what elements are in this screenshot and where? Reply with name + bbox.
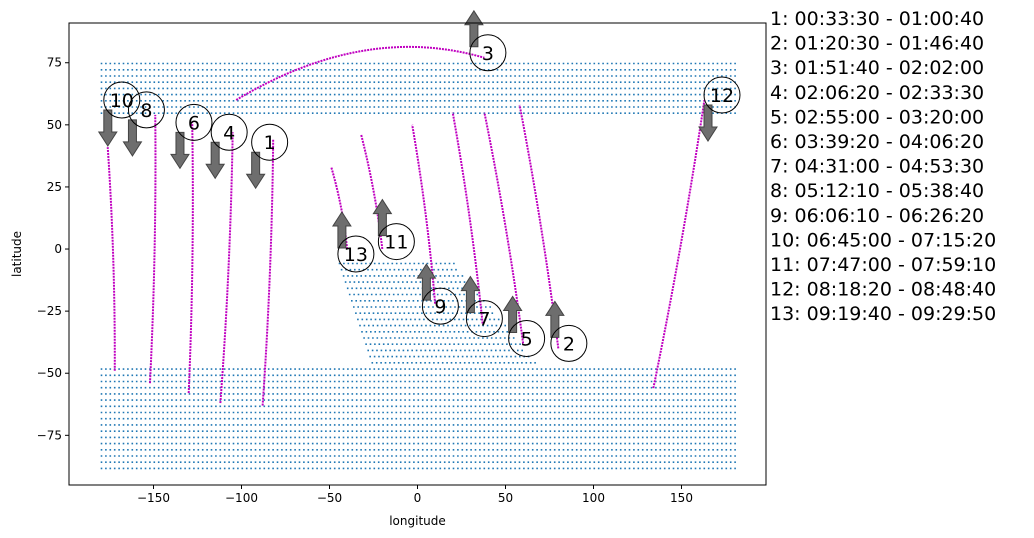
arrows-layer	[97, 9, 718, 338]
y-tick-label: −25	[37, 304, 62, 318]
direction-arrow-3	[463, 9, 484, 48]
legend-entry: 1: 00:33:30 - 01:00:40	[770, 8, 984, 30]
direction-arrow-5	[502, 295, 523, 333]
direction-arrow-12	[698, 104, 718, 142]
marker-circle-8	[127, 91, 165, 129]
legend-entry: 2: 01:20:30 - 01:46:40	[770, 33, 984, 55]
marker-circle-1	[251, 123, 289, 161]
x-axis-label: longitude	[389, 514, 446, 528]
x-tick-label: 50	[498, 491, 513, 505]
y-tick-label: 25	[47, 180, 62, 194]
direction-arrow-6	[170, 131, 190, 170]
legend-entry: 10: 06:45:00 - 07:15:20	[770, 229, 996, 251]
legend-entry: 3: 01:51:40 - 02:02:00	[770, 57, 984, 79]
x-tick-label: −150	[137, 491, 170, 505]
legend-entry: 6: 03:39:20 - 04:06:20	[770, 131, 984, 153]
marker-circle-5	[508, 319, 546, 357]
legend-entry: 5: 02:55:00 - 03:20:00	[770, 106, 984, 128]
y-axis-label: latitude	[10, 231, 24, 277]
marker-label-10: 10	[110, 90, 134, 112]
marker-circle-13	[337, 235, 375, 273]
direction-arrow-11	[372, 198, 393, 237]
legend-entry: 8: 05:12:10 - 05:38:40	[770, 180, 984, 202]
ground-track-5	[483, 112, 525, 344]
y-tick-label: 50	[47, 118, 62, 132]
legend-entry: 7: 04:31:00 - 04:53:30	[770, 156, 984, 178]
ground-track-6	[187, 122, 194, 394]
marker-label-11: 11	[384, 232, 408, 254]
marker-label-4: 4	[223, 122, 235, 144]
marker-circle-12	[703, 76, 741, 114]
time-window-legend: 1: 00:33:30 - 01:00:40 2: 01:20:30 - 01:4…	[770, 8, 996, 325]
x-tick-label: 0	[414, 491, 422, 505]
direction-arrow-13	[331, 211, 352, 249]
marker-label-9: 9	[434, 296, 446, 318]
legend-entry: 11: 07:47:00 - 07:59:10	[770, 254, 996, 276]
y-tick-label: 0	[54, 242, 62, 256]
marker-label-5: 5	[521, 328, 533, 350]
ground-track-11	[360, 134, 384, 250]
marker-label-8: 8	[140, 100, 152, 122]
marker-circle-2	[550, 324, 588, 362]
marker-circle-4	[210, 113, 248, 151]
direction-arrow-10	[97, 109, 118, 147]
marker-circle-3	[469, 34, 507, 72]
direction-arrow-1	[245, 151, 266, 190]
marker-label-3: 3	[482, 43, 494, 65]
x-tick-label: 150	[670, 491, 693, 505]
direction-arrow-2	[544, 300, 565, 338]
direction-arrow-7	[460, 275, 481, 314]
y-tick-label: −75	[37, 428, 62, 442]
y-axis: −75 −50 −25 0 25 50 75	[37, 56, 69, 442]
x-tick-label: 100	[582, 491, 605, 505]
marker-circle-7	[465, 300, 503, 338]
y-tick-label: 75	[47, 56, 62, 70]
ground-track-3	[235, 45, 485, 101]
marker-label-13: 13	[344, 244, 368, 266]
marker-circle-9	[421, 287, 459, 325]
marker-circle-10	[103, 81, 141, 119]
x-axis: −150 −100 −50 0 50 100 150	[137, 485, 693, 505]
legend-entry: 4: 02:06:20 - 02:33:30	[770, 82, 984, 104]
ground-track-13	[330, 166, 349, 250]
marker-label-1: 1	[264, 132, 276, 154]
marker-label-12: 12	[710, 85, 734, 107]
ground-track-8	[148, 114, 157, 384]
ground-track-7	[451, 112, 484, 324]
ground-track-4	[219, 132, 234, 404]
ground-track-1	[261, 139, 275, 406]
marker-circle-6	[175, 103, 213, 141]
marker-circle-11	[377, 223, 415, 261]
ground-points-layer	[100, 62, 736, 470]
legend-entry: 13: 09:19:40 - 09:29:50	[770, 303, 996, 325]
marker-label-7: 7	[478, 309, 490, 331]
ground-track-10	[106, 147, 116, 371]
direction-arrow-4	[205, 141, 226, 180]
marker-label-2: 2	[563, 333, 575, 355]
ground-point-cloud	[100, 62, 736, 470]
marker-label-6: 6	[188, 112, 200, 134]
legend-entry: 9: 06:06:10 - 06:26:20	[770, 205, 984, 227]
direction-arrow-8	[122, 119, 143, 157]
y-tick-label: −50	[37, 366, 62, 380]
direction-arrow-9	[416, 263, 437, 301]
ground-track-9	[411, 124, 437, 304]
x-tick-label: −50	[317, 491, 342, 505]
legend-entry: 12: 08:18:20 - 08:48:40	[770, 279, 996, 301]
x-tick-label: −100	[225, 491, 258, 505]
